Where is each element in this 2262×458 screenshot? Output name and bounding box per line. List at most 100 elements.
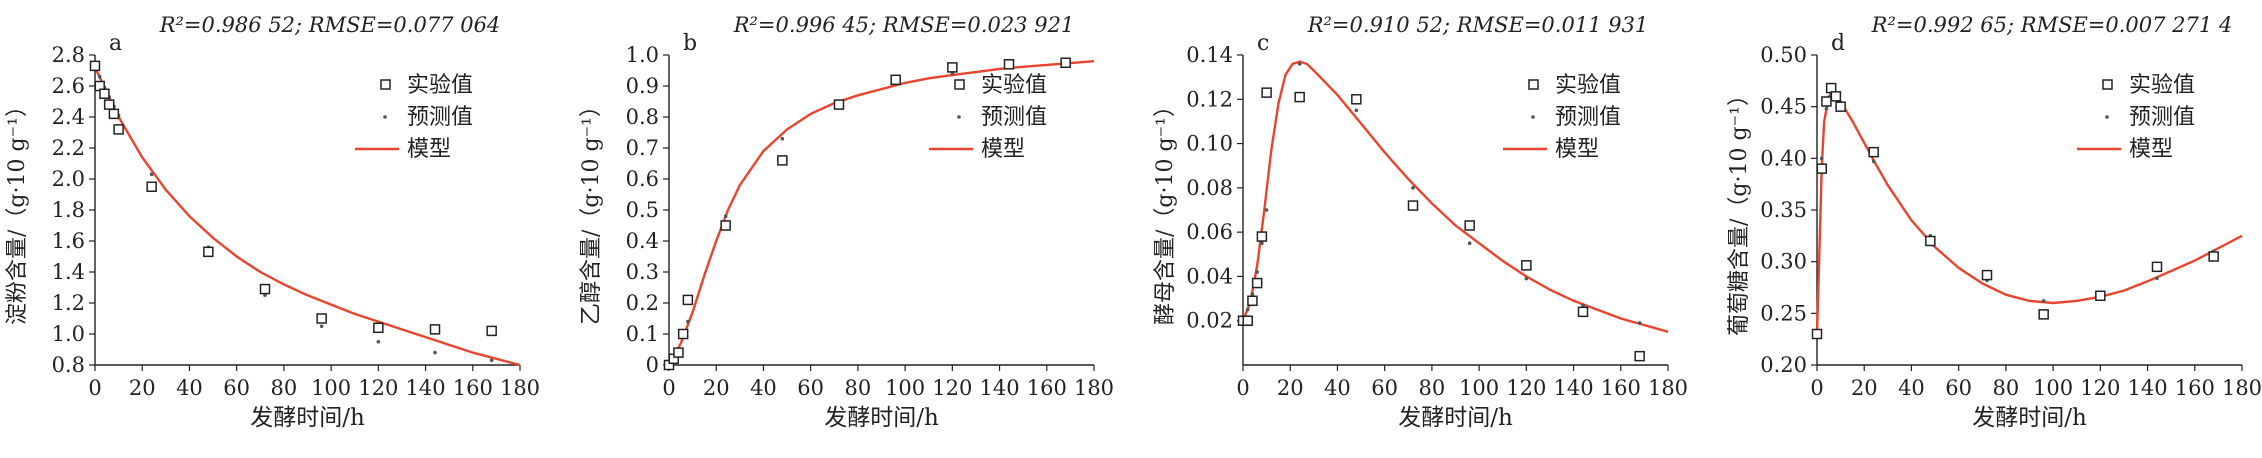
legend-marker-square [1528, 79, 1539, 90]
x-tick-label: 80 [845, 376, 872, 400]
y-tick-label: 0.04 [1186, 264, 1233, 288]
chart-title: R²=0.910 52; RMSE=0.011 931 [1307, 13, 1649, 37]
panel-letter: b [683, 31, 697, 56]
x-tick-label: 180 [1074, 376, 1114, 400]
series-line-model [1815, 91, 2243, 335]
predicted-point [1524, 276, 1529, 281]
legend-marker-dot [957, 115, 961, 119]
y-tick-label: 1.0 [52, 322, 85, 346]
experimental-point [1256, 231, 1268, 242]
legend-marker-square [2102, 79, 2113, 90]
y-tick-label: 0.5 [626, 198, 659, 222]
experimental-point [89, 60, 101, 72]
y-tick-label: 0.9 [626, 74, 659, 98]
predicted-point [1871, 159, 1876, 164]
x-tick-label: 0 [88, 376, 101, 400]
y-tick-label: 2.0 [52, 167, 85, 191]
legend-label: 实验值 [981, 73, 1047, 98]
experimental-point [720, 220, 731, 231]
y-tick-label: 1.2 [52, 291, 85, 315]
experimental-point [1464, 220, 1475, 231]
x-tick-label: 40 [176, 376, 203, 400]
chart-title: R²=0.992 65; RMSE=0.007 271 4 [1871, 13, 2233, 37]
y-tick-label: 0.3 [626, 260, 659, 284]
y-tick-label: 0.8 [52, 353, 85, 377]
x-tick-label: 80 [271, 376, 298, 400]
y-tick-label: 0.2 [626, 291, 659, 315]
panel-letter: a [109, 31, 122, 56]
panel-a: 0 20 40 60 80 100 120 140 160 180 0.8 1.0 1.2 1.4 1.6 1… [0, 0, 540, 458]
x-tick-label: 120 [1506, 376, 1546, 400]
x-tick-label: 100 [311, 376, 351, 400]
legend-label: 预测值 [981, 105, 1047, 130]
x-tick-label: 140 [1554, 376, 1594, 400]
y-tick-label: 1.4 [52, 260, 85, 284]
y-tick-label: 0.45 [1760, 95, 1807, 119]
predicted-point [319, 324, 324, 329]
y-tick-label: 2.2 [52, 136, 85, 160]
experimental-point [316, 313, 327, 324]
experimental-point [1868, 146, 1879, 158]
experimental-point [1811, 328, 1823, 340]
chart-title: R²=0.996 45; RMSE=0.023 921 [733, 13, 1075, 37]
experimental-point [1247, 295, 1258, 307]
y-axis-label: 乙醇含量/（g·10 g⁻¹） [579, 95, 604, 325]
y-tick-label: 0.25 [1760, 301, 1807, 325]
legend-label: 预测值 [2129, 105, 2195, 130]
predicted-point [1245, 307, 1250, 312]
x-tick-label: 60 [1945, 376, 1972, 400]
x-tick-label: 20 [703, 376, 730, 400]
panel-letter: d [1831, 31, 1845, 56]
series-line-model [1241, 60, 1669, 333]
x-tick-label: 40 [1324, 376, 1351, 400]
predicted-point [686, 319, 690, 324]
experimental-point [1407, 200, 1419, 211]
x-tick-label: 100 [885, 376, 925, 400]
experimental-point [673, 347, 684, 358]
experimental-point [1351, 94, 1362, 105]
y-tick-label: 2.8 [52, 43, 85, 67]
predicted-point [1260, 241, 1264, 246]
x-tick-label: 160 [2175, 376, 2215, 400]
y-tick-label: 1.0 [626, 43, 659, 67]
x-tick-label: 160 [1601, 376, 1641, 400]
experimental-point [1925, 235, 1936, 247]
chart-a: 0 20 40 60 80 100 120 140 160 180 0.8 1.0 1.2 1.4 1.6 1… [5, 13, 540, 431]
experimental-point [1816, 163, 1827, 174]
predicted-point [1467, 241, 1472, 246]
x-tick-label: 180 [1648, 376, 1688, 400]
legend-marker-dot [2105, 115, 2109, 119]
y-tick-label: 1.8 [52, 198, 85, 222]
y-tick-label: 0.1 [626, 322, 659, 346]
y-tick-label: 0.50 [1760, 43, 1807, 67]
x-tick-label: 140 [2128, 376, 2168, 400]
experimental-point [682, 294, 694, 306]
x-tick-label: 20 [1851, 376, 1878, 400]
predicted-point [1250, 292, 1255, 296]
predicted-point [1581, 303, 1585, 308]
experimental-point [890, 74, 901, 86]
predicted-point [1411, 186, 1415, 190]
x-tick-label: 60 [797, 376, 824, 400]
legend-label: 模型 [1555, 137, 1599, 162]
y-tick-label: 1.6 [52, 229, 85, 253]
x-tick-label: 100 [2033, 376, 2073, 400]
legend-label: 实验值 [2129, 73, 2195, 98]
y-tick-label: 0.35 [1760, 198, 1807, 222]
y-tick-label: 0.6 [626, 167, 659, 191]
legend-label: 实验值 [407, 73, 473, 98]
chart-b: 0 20 40 60 80 100 120 140 160 180 0 0.1 0.2 0.3 0.4 0.5… [579, 13, 1114, 431]
x-tick-label: 40 [750, 376, 777, 400]
x-tick-label: 120 [932, 376, 972, 400]
experimental-point [146, 181, 157, 192]
experimental-point [2095, 290, 2106, 302]
x-tick-label: 40 [1898, 376, 1925, 400]
predicted-point [433, 350, 437, 355]
x-tick-label: 0 [1236, 376, 1249, 400]
y-axis-label: 酵母含量/（g·10 g⁻¹） [1153, 95, 1178, 325]
legend-label: 模型 [981, 137, 1025, 162]
experimental-point [1981, 269, 1993, 281]
predicted-point [1297, 62, 1302, 66]
predicted-point [950, 71, 955, 76]
